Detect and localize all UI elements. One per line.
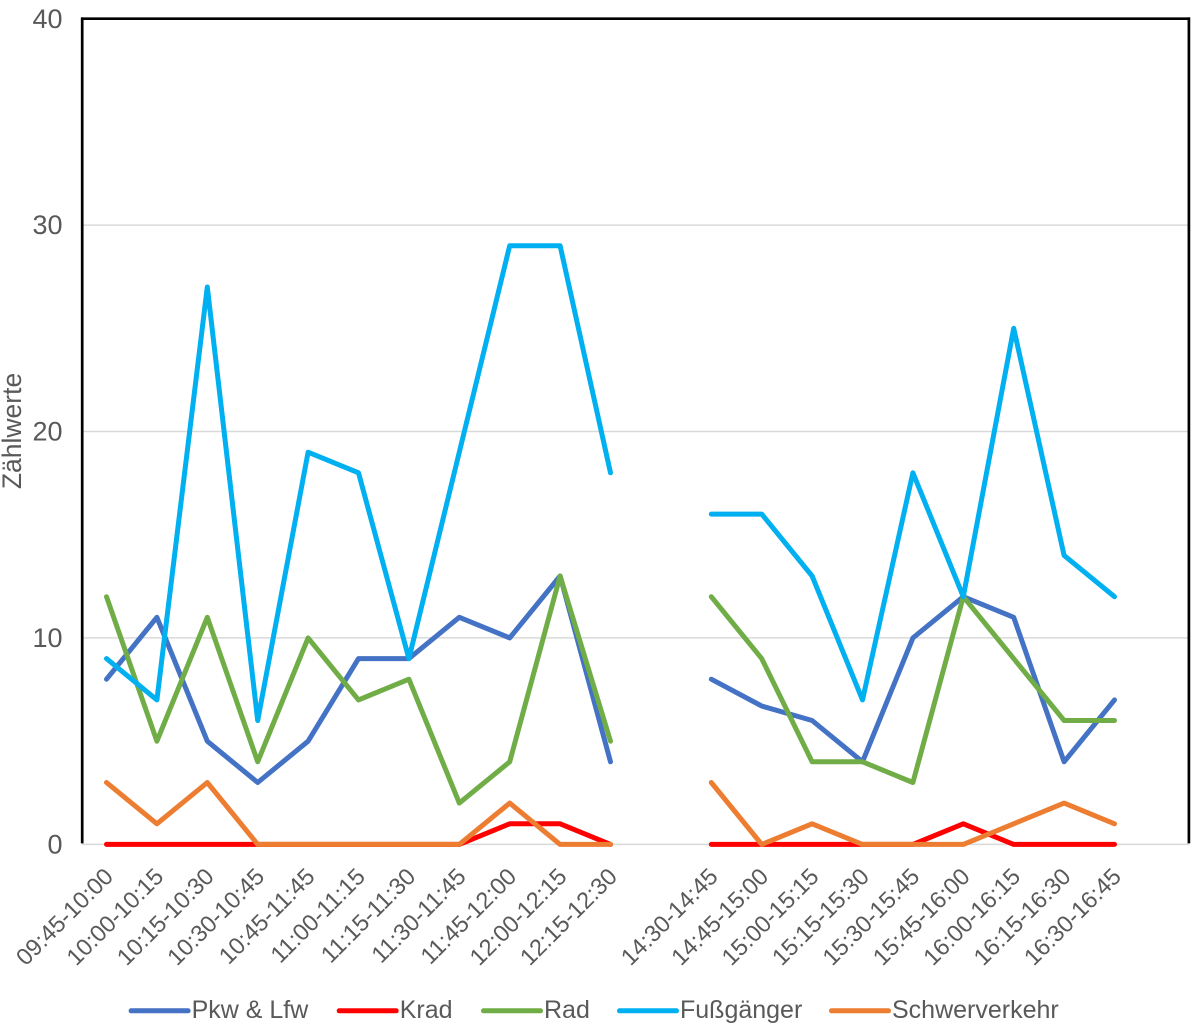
svg-text:Pkw & Lfw: Pkw & Lfw <box>192 996 310 1024</box>
svg-text:Zählwerte: Zählwerte <box>0 373 27 489</box>
svg-text:Rad: Rad <box>544 996 590 1024</box>
svg-text:Schwerverkehr: Schwerverkehr <box>892 996 1059 1024</box>
svg-text:10: 10 <box>32 623 62 653</box>
svg-text:Fußgänger: Fußgänger <box>680 996 802 1024</box>
svg-text:0: 0 <box>47 830 62 860</box>
svg-text:20: 20 <box>32 417 62 447</box>
svg-text:Krad: Krad <box>400 996 453 1024</box>
svg-text:30: 30 <box>32 210 62 240</box>
svg-text:40: 40 <box>32 4 62 34</box>
